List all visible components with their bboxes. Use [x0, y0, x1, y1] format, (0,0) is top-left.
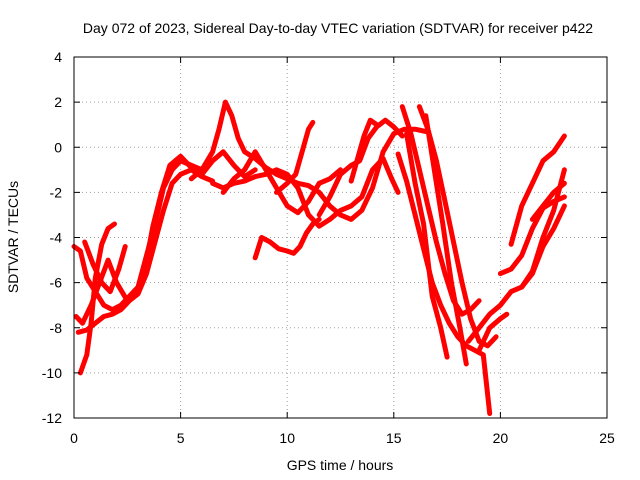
- series-arc-17: [423, 113, 469, 367]
- series-arc-14: [399, 104, 482, 317]
- series-arc-12: [348, 117, 380, 184]
- series-arc-23: [529, 180, 567, 222]
- series-arc-19: [476, 311, 510, 353]
- y-tick-label: -12: [42, 410, 62, 426]
- grid: [74, 57, 607, 418]
- series-arc-9: [252, 216, 322, 261]
- y-tick-label: -4: [50, 230, 63, 246]
- series-arc-21: [508, 133, 567, 247]
- series-arc-7: [210, 156, 401, 229]
- y-tick-label: -6: [50, 275, 63, 291]
- series-layer: [71, 99, 567, 416]
- y-tick-label: -10: [42, 365, 62, 381]
- chart-title: Day 072 of 2023, Sidereal Day-to-day VTE…: [83, 20, 593, 36]
- series-arc-11: [316, 117, 405, 218]
- series-arc-4: [77, 221, 117, 376]
- series-arc-5: [82, 239, 128, 295]
- x-tick-label: 10: [279, 430, 295, 446]
- x-axis-label: GPS time / hours: [287, 457, 394, 473]
- y-tick-label: 4: [54, 49, 62, 65]
- x-tick-label: 15: [386, 430, 402, 446]
- series-arc-1: [71, 158, 205, 313]
- y-axis-label: SDTVAR / TECUs: [5, 181, 21, 293]
- x-tick-label: 25: [599, 430, 615, 446]
- series-arc-8: [220, 149, 343, 216]
- x-tick-label: 20: [493, 430, 509, 446]
- y-tick-label: -2: [50, 184, 63, 200]
- y-tick-label: -8: [50, 320, 63, 336]
- series-arc-22: [519, 167, 567, 290]
- series-arc-13: [395, 151, 493, 416]
- series-arc-10: [274, 119, 316, 195]
- ticks: 0 5 10 15 20 25 -12 -10 -8 -6 -4 -2 0 2 4: [42, 49, 615, 446]
- x-tick-label: 0: [70, 430, 78, 446]
- series-arc-18: [465, 203, 567, 344]
- series-arc-15: [404, 131, 450, 360]
- x-tick-label: 5: [177, 430, 185, 446]
- series-arc-6: [188, 99, 429, 222]
- series-arc-3: [75, 167, 216, 335]
- y-tick-label: 0: [54, 139, 62, 155]
- y-tick-label: 2: [54, 94, 62, 110]
